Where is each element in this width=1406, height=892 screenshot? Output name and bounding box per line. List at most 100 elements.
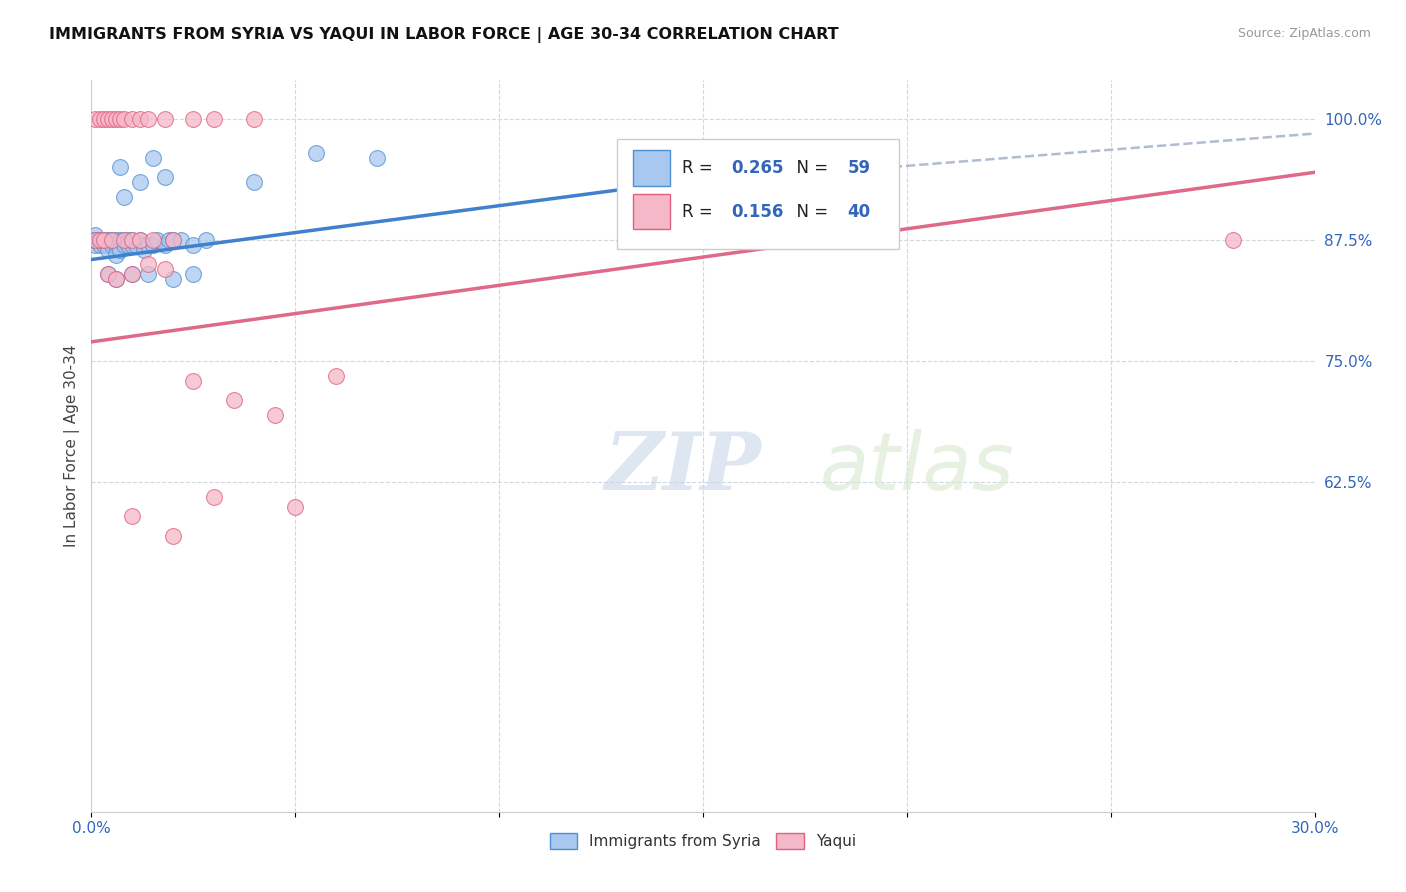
Point <box>104 272 127 286</box>
Point <box>183 112 205 126</box>
Point <box>108 233 131 247</box>
Point <box>89 233 111 247</box>
Point <box>134 238 156 252</box>
Point <box>366 151 388 165</box>
Point <box>153 262 176 277</box>
Point <box>117 233 139 247</box>
Point <box>108 112 131 126</box>
Point <box>112 233 135 247</box>
Point <box>141 238 163 252</box>
Point <box>162 528 184 542</box>
Point <box>89 233 111 247</box>
Point <box>97 267 120 281</box>
Point <box>325 368 347 383</box>
Text: N =: N = <box>786 159 834 177</box>
Point <box>162 272 184 286</box>
Point <box>93 233 115 247</box>
Point <box>104 238 127 252</box>
Point <box>97 233 120 247</box>
Text: 0.156: 0.156 <box>731 203 783 221</box>
Point <box>121 267 143 281</box>
Point <box>194 233 217 247</box>
Text: 59: 59 <box>848 159 870 177</box>
Point <box>84 112 107 126</box>
Text: N =: N = <box>786 203 834 221</box>
Point <box>86 233 108 247</box>
Point <box>108 243 131 257</box>
Point <box>1222 233 1244 247</box>
Point <box>84 228 107 243</box>
Point <box>101 112 124 126</box>
Point <box>129 233 152 247</box>
Point <box>89 233 111 247</box>
Point <box>129 112 152 126</box>
Point <box>162 233 184 247</box>
Text: 40: 40 <box>848 203 870 221</box>
Point <box>112 189 135 203</box>
Point <box>121 233 143 247</box>
Y-axis label: In Labor Force | Age 30-34: In Labor Force | Age 30-34 <box>65 344 80 548</box>
Point <box>117 238 139 252</box>
Text: Source: ZipAtlas.com: Source: ZipAtlas.com <box>1237 27 1371 40</box>
FancyBboxPatch shape <box>633 151 671 186</box>
Point <box>121 233 143 247</box>
Point <box>125 238 148 252</box>
Point <box>104 247 127 261</box>
Point <box>121 112 143 126</box>
Point <box>93 112 115 126</box>
FancyBboxPatch shape <box>617 139 898 249</box>
Text: IMMIGRANTS FROM SYRIA VS YAQUI IN LABOR FORCE | AGE 30-34 CORRELATION CHART: IMMIGRANTS FROM SYRIA VS YAQUI IN LABOR … <box>49 27 839 43</box>
Point <box>121 509 143 524</box>
Point <box>97 243 120 257</box>
Point <box>86 233 108 247</box>
Point <box>112 238 135 252</box>
Point <box>84 233 107 247</box>
Point <box>121 238 143 252</box>
Point <box>112 112 135 126</box>
Point <box>129 175 152 189</box>
Point <box>138 112 160 126</box>
Point <box>97 238 120 252</box>
Point <box>101 233 124 247</box>
Text: ZIP: ZIP <box>605 429 762 507</box>
Point <box>104 112 127 126</box>
Point <box>89 112 111 126</box>
Point <box>264 408 287 422</box>
Text: R =: R = <box>682 203 718 221</box>
Point <box>89 233 111 247</box>
Point <box>162 233 184 247</box>
Point <box>141 233 163 247</box>
Point <box>121 267 143 281</box>
Point <box>153 170 176 185</box>
Point <box>104 233 127 247</box>
Point <box>84 238 107 252</box>
Point <box>284 500 307 514</box>
Point <box>93 233 115 247</box>
Point <box>89 238 111 252</box>
Point <box>104 272 127 286</box>
Text: atlas: atlas <box>820 429 1014 507</box>
Point <box>153 238 176 252</box>
Point <box>93 233 115 247</box>
Point <box>108 161 131 175</box>
Point <box>97 267 120 281</box>
Point <box>90 233 112 247</box>
Point <box>101 233 124 247</box>
Point <box>202 112 225 126</box>
Point <box>97 112 120 126</box>
Point <box>138 238 160 252</box>
Point <box>134 243 156 257</box>
Point <box>101 233 124 247</box>
Point <box>112 233 135 247</box>
Point <box>183 238 205 252</box>
Point <box>138 257 160 271</box>
Point <box>243 112 266 126</box>
Point <box>145 233 167 247</box>
Point <box>138 267 160 281</box>
Text: 0.265: 0.265 <box>731 159 783 177</box>
FancyBboxPatch shape <box>633 194 671 229</box>
Point <box>101 238 124 252</box>
Point <box>141 151 163 165</box>
Point <box>93 238 115 252</box>
Point <box>170 233 193 247</box>
